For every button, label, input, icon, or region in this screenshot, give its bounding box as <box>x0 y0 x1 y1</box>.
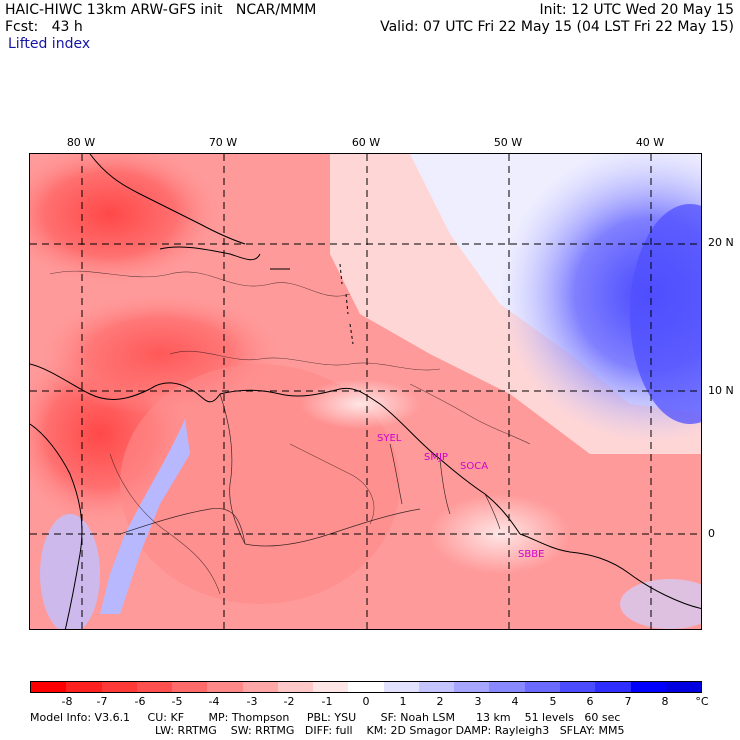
station-sbbe: SBBE <box>518 549 545 560</box>
colorbar-cell <box>559 682 596 692</box>
station-syel: SYEL <box>377 433 402 444</box>
station-smjp: SMJP <box>424 452 448 463</box>
colorbar-cell <box>31 682 67 692</box>
colorbar-tick: -6 <box>134 695 146 708</box>
model-info-line2: LW: RRTMG SW: RRTMG DIFF: full KM: 2D Sm… <box>155 724 625 737</box>
plot-title: HAIC-HIWC 13km ARW-GFS init NCAR/MMM <box>5 2 317 18</box>
lifted-index-map: SYEL SMJP SOCA SBBE <box>29 153 702 630</box>
lon-label-40w: 40 W <box>635 136 665 149</box>
coast-hispaniola <box>159 246 261 261</box>
colorbar-tick: -4 <box>208 695 220 708</box>
stable-streak-andes <box>100 419 190 614</box>
colorbar-cell <box>630 682 666 692</box>
colorbar-unit: °C <box>695 695 709 708</box>
coast-northern-southamerica <box>219 387 521 535</box>
border-ecuador-peru <box>119 508 246 545</box>
colorbar-tick: -3 <box>246 695 258 708</box>
contour-mid <box>169 350 441 371</box>
coast-cuba <box>89 154 246 245</box>
lon-label-70w: 70 W <box>208 136 238 149</box>
colorbar-tick: -7 <box>96 695 108 708</box>
border-colombia-venezuela <box>219 393 246 545</box>
colorbar-cell <box>136 682 173 692</box>
colorbar-cell <box>277 682 314 692</box>
colorbar-cell <box>207 682 243 692</box>
colorbar-tick: -5 <box>171 695 183 708</box>
colorbar-tick: 6 <box>586 695 594 708</box>
colorbar-cell <box>66 682 102 692</box>
border-guiana <box>484 493 501 530</box>
init-time: Init: 12 UTC Wed 20 May 15 <box>539 2 734 18</box>
valid-time: Valid: 07 UTC Fri 22 May 15 (04 LST Fri … <box>380 19 734 35</box>
coastlines <box>30 154 701 629</box>
colorbar-cell <box>524 682 560 692</box>
colorbar <box>30 681 702 693</box>
contour-guianas <box>409 383 531 445</box>
li-contours <box>49 270 531 595</box>
border-suriname <box>439 458 451 515</box>
coast-panama <box>30 363 221 403</box>
colorbar-tick: 4 <box>511 695 519 708</box>
contour-venezuela <box>289 443 375 525</box>
lon-label-80w: 80 W <box>66 136 96 149</box>
lon-label-60w: 60 W <box>351 136 381 149</box>
colorbar-cell <box>595 682 631 692</box>
colorbar-tick: 0 <box>362 695 370 708</box>
colorbar-cell <box>101 682 137 692</box>
coast-brazil <box>519 533 701 610</box>
colorbar-tick: 1 <box>399 695 407 708</box>
colorbar-cell <box>454 682 490 692</box>
colorbar-tick: 7 <box>624 695 632 708</box>
colorbar-cell <box>242 682 278 692</box>
stable-area-pacific <box>40 514 100 629</box>
colorbar-tick: 8 <box>661 695 669 708</box>
border-guyana <box>389 443 403 505</box>
colorbar-cell <box>172 682 208 692</box>
stable-core-east <box>630 204 701 424</box>
colorbar-tick: 3 <box>474 695 482 708</box>
colorbar-cell <box>489 682 525 692</box>
colorbar-tick: -8 <box>61 695 73 708</box>
colorbar-cell <box>383 682 419 692</box>
lat-label-10n: 10 N <box>708 384 734 397</box>
map-canvas <box>30 154 701 629</box>
lat-label-0: 0 <box>708 527 715 540</box>
lon-label-50w: 50 W <box>493 136 523 149</box>
colorbar-tick: 2 <box>436 695 444 708</box>
unstable-area-caribbean <box>30 154 220 284</box>
coast-pacific <box>30 423 83 629</box>
contour-caribbean <box>49 270 351 297</box>
colorbar-cell <box>418 682 455 692</box>
colorbar-cell <box>313 682 349 692</box>
forecast-hour: Fcst: 43 h <box>5 19 83 35</box>
colorbar-cell <box>348 682 384 692</box>
field-name: Lifted index <box>8 36 91 52</box>
model-info-line1: Model Info: V3.6.1 CU: KF MP: Thompson P… <box>30 711 621 724</box>
stable-area-southeast <box>620 579 701 629</box>
colorbar-tick: -1 <box>321 695 333 708</box>
lat-label-20n: 20 N <box>708 236 734 249</box>
colorbar-cell <box>665 682 702 692</box>
pale-area-venezuela <box>300 379 420 429</box>
station-soca: SOCA <box>460 461 489 472</box>
colorbar-tick: 5 <box>549 695 557 708</box>
contour-colombia <box>109 453 221 595</box>
colorbar-tick: -2 <box>283 695 295 708</box>
latlon-grid <box>30 154 701 629</box>
